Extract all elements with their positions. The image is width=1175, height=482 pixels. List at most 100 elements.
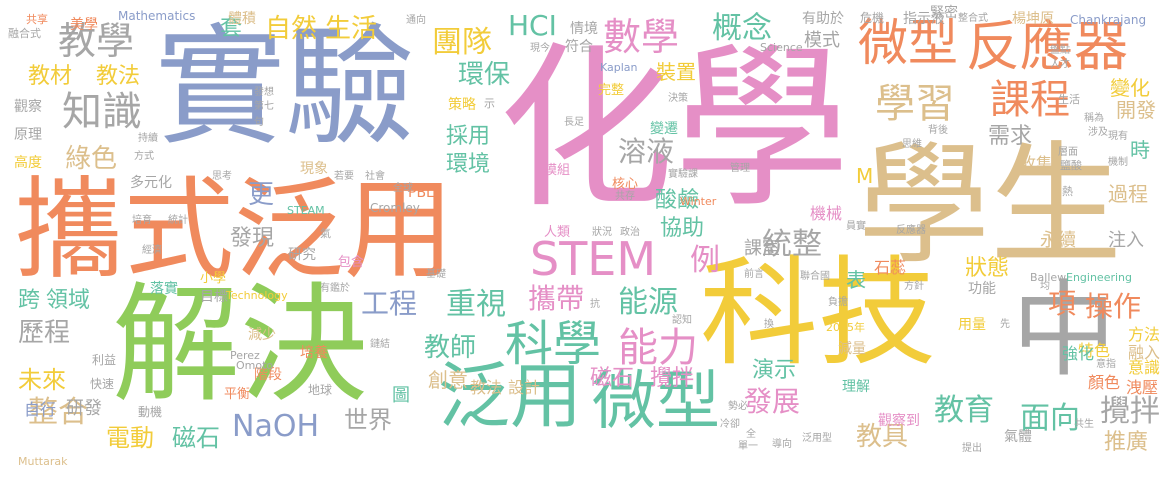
cloud-word: 微型 xyxy=(592,365,720,439)
cloud-word: 策略 xyxy=(448,97,476,113)
cloud-word: 減量 xyxy=(838,341,866,357)
cloud-word: 聯合國 xyxy=(800,271,830,282)
cloud-word: 酸鹼 xyxy=(655,188,700,213)
cloud-word: 跨 xyxy=(18,288,41,313)
cloud-word: 能力 xyxy=(618,325,698,371)
cloud-word: 思考 xyxy=(212,171,232,182)
cloud-word: 特色 xyxy=(1078,341,1111,360)
cloud-word: 政治 xyxy=(620,227,640,238)
cloud-word: 泛用 xyxy=(438,354,583,438)
cloud-word: 工程 xyxy=(361,287,418,320)
cloud-word: 綠色 xyxy=(65,144,118,174)
cloud-word: 高度 xyxy=(14,155,42,171)
cloud-word: 換 xyxy=(764,319,774,330)
cloud-word: STEAM xyxy=(287,204,325,217)
cloud-word: 美學 xyxy=(70,17,98,33)
cloud-word: Science xyxy=(760,41,803,54)
cloud-word: 收集 xyxy=(1020,154,1053,173)
cloud-word: 課程 xyxy=(990,77,1070,123)
cloud-word: 能源 xyxy=(618,285,678,320)
cloud-word: 包含 xyxy=(338,255,365,270)
cloud-word: 教師 xyxy=(424,333,477,363)
cloud-word: 教學 xyxy=(58,19,135,63)
cloud-word: 危機 xyxy=(860,11,885,25)
cloud-word: 發想 xyxy=(254,87,274,98)
cloud-word: 攪拌 xyxy=(1100,394,1160,429)
cloud-word: 學生 xyxy=(858,129,1122,283)
cloud-word: 攪拌 xyxy=(650,366,695,391)
cloud-word: 研究 xyxy=(288,247,316,263)
cloud-word: 指示液 xyxy=(903,11,945,27)
cloud-word: 階段 xyxy=(254,367,282,383)
cloud-word: 觀察 xyxy=(14,99,42,115)
cloud-word: 負擔 xyxy=(828,297,848,308)
cloud-word: Chankrajang xyxy=(1070,13,1147,27)
cloud-word: 抗 xyxy=(590,299,600,310)
cloud-word: 氣 xyxy=(320,227,331,240)
cloud-word: 石蕊 xyxy=(874,258,907,277)
cloud-word: 涉及 xyxy=(1088,127,1108,138)
cloud-word: 方針 xyxy=(904,281,924,292)
cloud-word: 環保 xyxy=(458,60,511,90)
cloud-word: 化學 xyxy=(498,27,851,232)
cloud-word: 更 xyxy=(248,180,275,210)
cloud-word: 楊坤原 xyxy=(1012,11,1054,27)
cloud-word: 意識 xyxy=(1128,358,1161,377)
cloud-word: 現今 xyxy=(530,43,550,54)
cloud-word: 操作 xyxy=(1085,290,1142,323)
cloud-word: NaOH xyxy=(232,409,319,444)
cloud-word: 用量 xyxy=(958,317,986,333)
cloud-word: 先 xyxy=(1000,319,1010,330)
cloud-word: 單一 xyxy=(738,441,758,452)
cloud-word: 持續 xyxy=(138,133,158,144)
cloud-word: 課室 xyxy=(744,238,780,259)
cloud-word: 平衡 xyxy=(224,387,251,402)
cloud-word: 狀況 xyxy=(592,227,612,238)
cloud-word: 提出 xyxy=(962,443,982,454)
cloud-word: 培養 xyxy=(300,345,328,361)
cloud-word: 生活 xyxy=(1058,93,1080,106)
cloud-word: 融入 xyxy=(1128,343,1161,362)
cloud-word: 全球 xyxy=(393,183,413,194)
cloud-word: 現象 xyxy=(300,161,328,177)
cloud-word: 變遷 xyxy=(650,121,678,137)
cloud-word: 思維 xyxy=(902,139,922,150)
cloud-word: 體積 xyxy=(228,11,256,27)
cloud-word: 減少 xyxy=(248,327,276,343)
cloud-word: 推廣 xyxy=(1104,430,1149,455)
cloud-word: 教具 xyxy=(856,422,909,452)
cloud-word: 前言 xyxy=(744,269,764,280)
cloud-word: 經濟 xyxy=(142,245,162,256)
cloud-word: 攜帶 xyxy=(528,282,585,315)
cloud-word: 統計 xyxy=(168,215,188,226)
cloud-word: 洩壓 xyxy=(1126,378,1159,397)
cloud-word: 人才 xyxy=(1050,59,1070,70)
cloud-word: 意指 xyxy=(1096,359,1116,370)
cloud-word: 方法 xyxy=(1128,325,1161,344)
cloud-word: 情境 xyxy=(570,21,598,37)
cloud-word: 機制 xyxy=(1108,157,1128,168)
cloud-word: HCI xyxy=(508,9,557,42)
cloud-word: 世界 xyxy=(344,406,392,434)
cloud-word: 小學 xyxy=(200,271,227,286)
cloud-word: 面向 xyxy=(1020,401,1080,436)
cloud-word: 磁石 xyxy=(172,424,220,452)
cloud-word: 電動 xyxy=(106,424,154,452)
cloud-word: 需求 xyxy=(988,124,1033,149)
cloud-word: 環境 xyxy=(446,152,491,177)
cloud-word: 共存 xyxy=(615,191,635,202)
cloud-word: 共享 xyxy=(26,13,48,26)
cloud-word: 創意 xyxy=(428,368,468,392)
cloud-word: 自然 xyxy=(265,14,318,44)
cloud-word: 模組 xyxy=(544,163,571,178)
cloud-word: 裝置 xyxy=(656,60,696,84)
cloud-word: Mathematics xyxy=(118,9,196,23)
cloud-word: 實驗 xyxy=(155,11,416,163)
cloud-word: 項 xyxy=(1048,287,1077,320)
cloud-word: 觀察到 xyxy=(878,413,920,429)
cloud-word: 表 xyxy=(846,268,866,292)
cloud-word: 解決 xyxy=(112,271,369,420)
cloud-word: 社會 xyxy=(365,171,385,182)
cloud-word: 目標 xyxy=(200,289,228,305)
cloud-word: 變化 xyxy=(1110,76,1150,100)
